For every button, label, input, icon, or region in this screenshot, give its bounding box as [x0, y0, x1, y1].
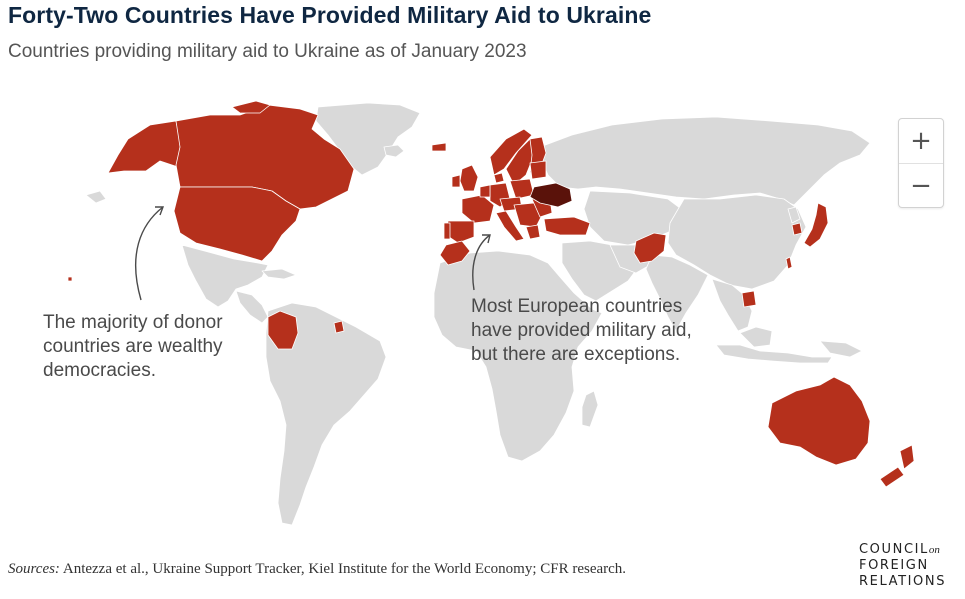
indonesia [715, 344, 833, 364]
country-new-zealand-south [879, 466, 905, 488]
country-australia [767, 376, 871, 466]
mexico [181, 244, 269, 308]
north-korea [787, 206, 801, 224]
annotation-right-line: Most European countries [471, 296, 683, 317]
country-france [461, 194, 495, 224]
russia [539, 116, 871, 206]
country-usa-hawaii [67, 276, 73, 282]
china-mongolia [667, 194, 807, 290]
annotation-left-line: countries are wealthy [43, 336, 223, 357]
country-netherlands-belgium [479, 184, 491, 198]
country-uk [459, 164, 479, 192]
new-guinea [819, 340, 863, 358]
sources-note: Sources: Antezza et al., Ukraine Support… [8, 561, 626, 578]
country-canada-islands [231, 100, 271, 114]
country-balkans [513, 202, 543, 228]
country-baltics [529, 160, 547, 180]
world-map-svg [67, 100, 915, 526]
logo-council: COUNCIL [859, 542, 929, 557]
central-america [235, 290, 269, 324]
south-america [265, 302, 387, 526]
country-iceland-donor [431, 142, 447, 152]
alaska-tail [85, 190, 107, 204]
chart-subtitle: Countries providing military aid to Ukra… [8, 41, 527, 62]
country-greece [525, 224, 541, 240]
country-cambodia [741, 290, 757, 308]
zoom-in-button[interactable]: + [910, 126, 932, 156]
country-norway [489, 128, 533, 176]
annotation-arrow-left [134, 206, 164, 301]
logo-on: on [928, 544, 940, 556]
annotation-left-line: The majority of donor [43, 312, 223, 333]
country-taiwan [785, 256, 793, 270]
country-portugal [443, 222, 451, 240]
iceland [383, 144, 405, 158]
annotation-arrow-right [472, 234, 491, 291]
country-pakistan [633, 232, 667, 264]
non-donor-countries [85, 102, 871, 526]
country-ukraine [529, 182, 573, 208]
world-map[interactable] [0, 95, 965, 545]
greenland [315, 102, 421, 176]
annotation-right-line: have provided military aid, [471, 320, 692, 341]
country-south-korea [791, 222, 803, 236]
chart-title: Forty-Two Countries Have Provided Milita… [8, 2, 652, 28]
india [645, 254, 709, 332]
country-new-zealand [899, 444, 915, 470]
sources-text: Antezza et al., Ukraine Support Tracker,… [59, 561, 627, 577]
country-denmark [493, 172, 505, 184]
country-suriname [333, 320, 345, 334]
country-colombia [267, 310, 299, 350]
country-turkey [543, 216, 591, 236]
country-japan [803, 202, 829, 248]
africa [433, 250, 603, 462]
southeast-asia [711, 278, 753, 332]
donor-countries [67, 100, 915, 488]
logo-foreign: FOREIGN [859, 558, 929, 573]
annotation-left-line: democracies. [43, 360, 156, 381]
country-usa-alaska [107, 120, 183, 174]
annotation-donor-democracies: The majority of donor countries are weal… [43, 311, 223, 383]
country-ireland [451, 174, 461, 188]
borneo-sumatra [739, 326, 773, 348]
annotation-arrowhead-left [155, 206, 165, 216]
annotation-arrowhead-right [482, 234, 491, 244]
country-morocco [439, 240, 471, 266]
annotation-european-countries: Most European countries have provided mi… [471, 295, 692, 367]
annotation-right-line: but there are exceptions. [471, 344, 681, 365]
zoom-out-button[interactable]: − [899, 163, 943, 207]
logo-relations: RELATIONS [859, 574, 947, 589]
country-usa [173, 186, 301, 262]
country-italy [495, 210, 525, 242]
cfr-logo: COUNCILon FOREIGN RELATIONS [859, 542, 959, 590]
zoom-controls: + − [898, 118, 944, 208]
madagascar [581, 390, 599, 428]
cuba [261, 268, 297, 280]
sources-label: Sources: [8, 561, 60, 577]
